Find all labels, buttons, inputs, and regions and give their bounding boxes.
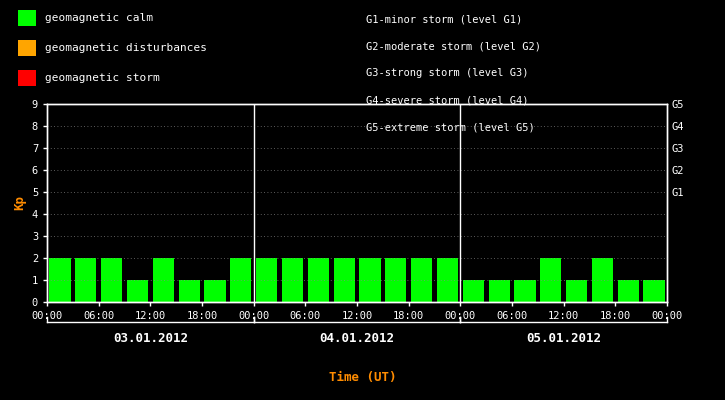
Text: G4-severe storm (level G4): G4-severe storm (level G4) <box>366 96 529 106</box>
Bar <box>231 258 252 302</box>
Text: geomagnetic storm: geomagnetic storm <box>45 73 160 83</box>
Text: G2-moderate storm (level G2): G2-moderate storm (level G2) <box>366 41 541 51</box>
Bar <box>127 280 148 302</box>
Bar <box>101 258 123 302</box>
Bar <box>566 280 587 302</box>
Bar <box>75 258 96 302</box>
Bar <box>204 280 225 302</box>
Bar <box>540 258 561 302</box>
Text: 04.01.2012: 04.01.2012 <box>320 332 394 344</box>
Bar <box>437 258 458 302</box>
Bar <box>463 280 484 302</box>
Text: Time (UT): Time (UT) <box>328 372 397 384</box>
Bar <box>514 280 536 302</box>
Bar <box>592 258 613 302</box>
Bar <box>618 280 639 302</box>
Bar <box>153 258 174 302</box>
Bar <box>385 258 407 302</box>
Text: G1-minor storm (level G1): G1-minor storm (level G1) <box>366 14 523 24</box>
Bar <box>644 280 665 302</box>
Bar <box>178 280 200 302</box>
Bar <box>489 280 510 302</box>
Bar <box>334 258 355 302</box>
Bar <box>49 258 70 302</box>
Text: G3-strong storm (level G3): G3-strong storm (level G3) <box>366 68 529 78</box>
Y-axis label: Kp: Kp <box>13 196 26 210</box>
Text: 03.01.2012: 03.01.2012 <box>113 332 188 344</box>
Bar <box>307 258 329 302</box>
Bar <box>411 258 432 302</box>
Text: geomagnetic disturbances: geomagnetic disturbances <box>45 43 207 53</box>
Bar <box>282 258 303 302</box>
Bar <box>360 258 381 302</box>
Text: geomagnetic calm: geomagnetic calm <box>45 13 153 23</box>
Bar <box>256 258 277 302</box>
Text: 05.01.2012: 05.01.2012 <box>526 332 601 344</box>
Text: G5-extreme storm (level G5): G5-extreme storm (level G5) <box>366 123 535 133</box>
